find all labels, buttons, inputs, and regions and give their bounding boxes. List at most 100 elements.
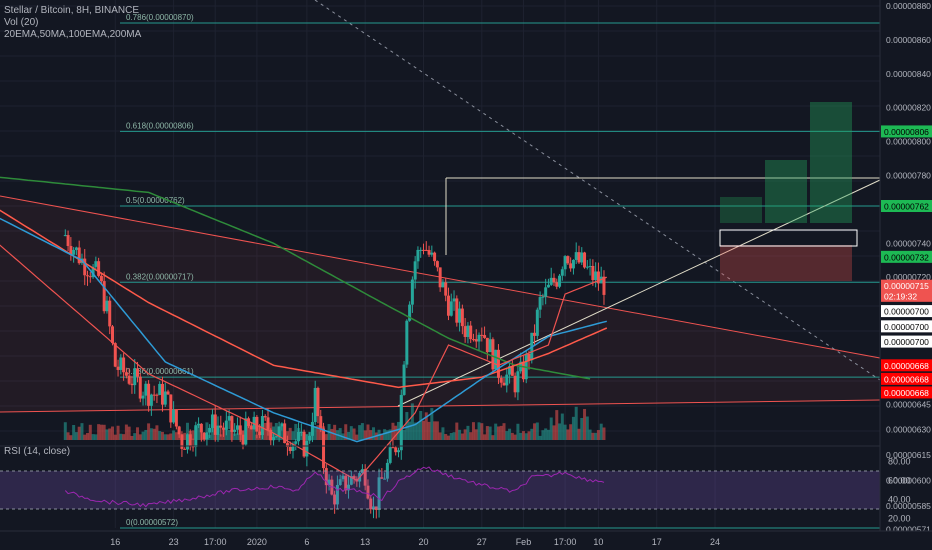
volume-bar [235,433,239,440]
volume-bar [258,425,262,440]
candle-body [574,252,578,260]
volume-bar [408,421,412,440]
candle-body [552,277,556,283]
candle-body [510,366,514,376]
volume-bar [530,428,534,440]
volume-bar [72,424,76,440]
candle-body [569,263,573,269]
candle-body [147,383,151,406]
volume-bar [435,421,439,440]
volume-bar [560,413,564,440]
candle-body [388,447,392,463]
price-badge-label: 0.00000700 [884,337,929,347]
candle-body [441,282,445,288]
fib-level-label: 0.382(0.00000717) [126,272,194,281]
candle-body [494,349,498,370]
volume-bar [260,432,264,440]
volume-bar [88,424,92,440]
volume-bar [316,425,320,440]
volume-bar [188,431,192,440]
price-badge [881,305,932,318]
x-tick-label: 24 [710,537,720,547]
volume-bar [149,428,153,440]
volume-bar [310,427,314,440]
volume-bar [385,430,389,440]
candle-body [524,353,528,380]
candle-body [374,506,378,510]
volume-bar [438,432,442,440]
volume-indicator-label[interactable]: Vol (20) [4,17,39,28]
volume-bar [233,433,237,440]
volume-bar [413,422,417,440]
candle-body [433,252,437,262]
candle-body [210,414,214,428]
volume-bar [338,428,342,440]
candle-body [380,477,384,479]
candle-body [558,275,562,287]
volume-bar [99,424,103,440]
volume-bar [458,429,462,440]
candle-body [483,335,487,338]
candle-body [158,383,162,395]
volume-bar [466,425,470,440]
y-tick-label: 0.00000840 [886,69,931,79]
candle-body [69,245,73,255]
volume-bar [299,431,303,440]
ema20-line [0,244,608,482]
candle-body [185,434,189,450]
x-tick-label: 6 [304,537,309,547]
volume-bar [449,433,453,440]
volume-bar [427,421,431,440]
rsi-indicator-label[interactable]: RSI (14, close) [4,446,71,457]
x-tick-label: 2020 [247,537,267,547]
candle-body [430,252,434,255]
price-badge [881,372,932,385]
candle-body [180,434,184,449]
candle-body [174,409,178,427]
candle-body [435,261,439,268]
volume-bar [116,425,120,440]
volume-bar [585,416,589,440]
volume-bar [274,422,278,440]
candle-body [369,498,373,510]
symbol-title[interactable]: Stellar / Bitcoin, 8H, BINANCE [4,5,140,16]
candle-body [152,394,156,396]
candle-body [219,425,223,428]
price-badge-label: 0.00000715 [884,281,929,291]
volume-legend: Vol (20) [4,17,42,28]
y-tick-label: 0.00000860 [886,35,931,45]
volume-bar [538,435,542,440]
volume-bar [577,428,581,440]
x-tick-label: 23 [169,537,179,547]
volume-bar [169,433,173,440]
candle-body [480,334,484,336]
candle-body [172,409,176,423]
candle-body [438,267,442,288]
candle-body [377,477,381,510]
volume-bar [69,435,73,440]
candle-body [305,440,309,457]
candle-body [280,423,284,427]
candle-body [566,256,570,264]
candle-body [505,374,509,386]
price-badge-label: 0.00000762 [884,202,929,212]
candle-body [402,364,406,395]
candle-body [291,443,295,451]
candle-body [491,339,495,370]
candle-body [319,416,323,429]
volume-bar [524,433,528,440]
volume-bar [197,423,201,440]
ema-legend: 20EMA,50MA,100EMA,200MA [4,29,145,40]
fib-level-label: 0(0.00000572) [126,518,178,527]
time-axis [0,531,932,550]
candle-body [485,337,489,353]
candle-body [508,366,512,375]
ema-indicator-label[interactable]: 20EMA,50MA,100EMA,200MA [4,29,142,40]
candle-body [97,261,101,276]
volume-bar [552,425,556,440]
y-tick-label: 0.00000820 [886,103,931,113]
fib-level-label: 0.236(0.00000661) [126,367,194,376]
candle-body [385,462,389,479]
candle-body [113,343,117,367]
